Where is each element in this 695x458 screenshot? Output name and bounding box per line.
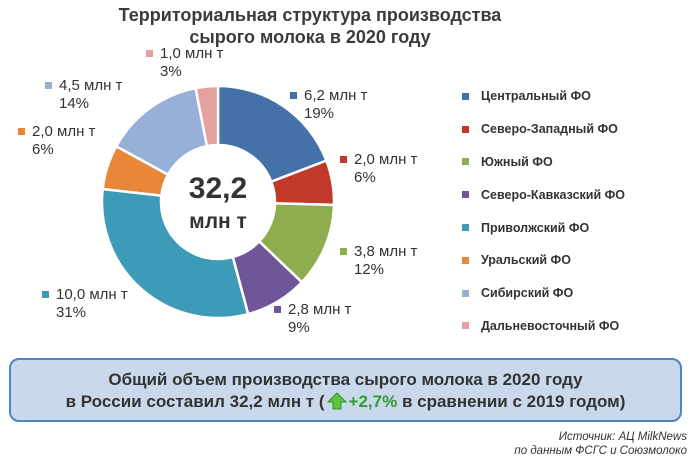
legend-label: Южный ФО <box>481 154 553 169</box>
slice-percent-label: 6% <box>354 169 376 186</box>
slice-label-marker <box>45 82 52 89</box>
legend-item: Центральный ФО <box>462 80 692 113</box>
slice-value-label: 2,0 млн т <box>32 123 96 140</box>
legend-swatch <box>462 191 469 199</box>
chart-title-line1: Территориальная структура производства <box>118 5 502 25</box>
legend-swatch <box>462 289 469 297</box>
source-line1: Источник: АЦ MilkNews <box>558 431 687 443</box>
source-note: Источник: АЦ MilkNews по данным ФСГС и С… <box>514 430 687 458</box>
summary-line2: в России составил 32,2 млн т ( +2,7% в ср… <box>11 391 680 413</box>
legend-item: Приволжский ФО <box>462 211 692 244</box>
legend-swatch <box>462 322 469 330</box>
source-line2: по данным ФСГС и Союзмолоко <box>514 445 687 457</box>
slice-value-label: 6,2 млн т <box>304 87 368 104</box>
legend-swatch <box>462 125 469 133</box>
chart-title: Территориальная структура производства с… <box>0 4 620 48</box>
slice-label-marker <box>42 291 49 298</box>
summary-line2-suffix: в сравнении с 2019 годом) <box>397 392 626 411</box>
up-arrow-icon <box>326 392 347 410</box>
center-total-value: 32,2 <box>189 172 247 205</box>
legend-item: Уральский ФО <box>462 244 692 277</box>
slice-value-label: 1,0 млн т <box>160 45 224 62</box>
slice-percent-label: 12% <box>354 261 384 278</box>
slice-value-label: 2,0 млн т <box>354 151 418 168</box>
legend-label: Приволжский ФО <box>481 220 590 235</box>
slice-label-marker <box>146 50 153 57</box>
summary-box: Общий объем производства сырого молока в… <box>9 358 682 422</box>
legend-item: Дальневосточный ФО <box>462 310 692 343</box>
slice-value-label: 10,0 млн т <box>56 286 128 303</box>
legend-label: Северо-Западный ФО <box>481 122 618 137</box>
slice-percent-label: 14% <box>59 95 89 112</box>
legend-item: Сибирский ФО <box>462 277 692 310</box>
slice-label-marker <box>290 92 297 99</box>
slice-label-marker <box>340 156 347 163</box>
slice-value-label: 2,8 млн т <box>288 301 352 318</box>
legend-item: Южный ФО <box>462 146 692 179</box>
legend-label: Центральный ФО <box>481 89 591 104</box>
legend-label: Северо-Кавказский ФО <box>481 187 626 202</box>
legend-swatch <box>462 158 469 166</box>
summary-line2-prefix: в России составил 32,2 млн т ( <box>65 392 325 411</box>
summary-change-value: +2,7% <box>348 392 398 411</box>
slice-percent-label: 6% <box>32 141 54 158</box>
chart-legend: Центральный ФО Северо-Западный ФО Южный ФО… <box>462 80 692 342</box>
slice-label-marker <box>340 248 347 255</box>
legend-item: Северо-Западный ФО <box>462 113 692 146</box>
slice-value-label: 4,5 млн т <box>59 77 123 94</box>
legend-swatch <box>462 92 469 100</box>
summary-line1: Общий объем производства сырого молока в… <box>108 370 583 389</box>
legend-label: Уральский ФО <box>481 253 571 268</box>
legend-swatch <box>462 256 469 264</box>
slice-value-label: 3,8 млн т <box>354 243 418 260</box>
slice-percent-label: 9% <box>288 319 310 336</box>
donut-slice <box>216 84 328 184</box>
slice-label-marker <box>274 306 281 313</box>
legend-label: Сибирский ФО <box>481 286 574 301</box>
donut-slice <box>194 84 220 148</box>
legend-swatch <box>462 224 469 232</box>
chart-title-line2: сырого молока в 2020 году <box>189 27 431 47</box>
slice-percent-label: 19% <box>304 105 334 122</box>
slice-label-marker <box>18 128 25 135</box>
slice-percent-label: 31% <box>56 304 86 321</box>
donut-chart: 6,2 млн т19%2,0 млн т6%3,8 млн т12%2,8 м… <box>18 45 418 336</box>
donut-slice <box>100 187 250 320</box>
legend-label: Дальневосточный ФО <box>481 318 620 333</box>
center-total-unit: млн т <box>189 210 247 233</box>
slice-percent-label: 3% <box>160 63 182 80</box>
legend-item: Северо-Кавказский ФО <box>462 178 692 211</box>
